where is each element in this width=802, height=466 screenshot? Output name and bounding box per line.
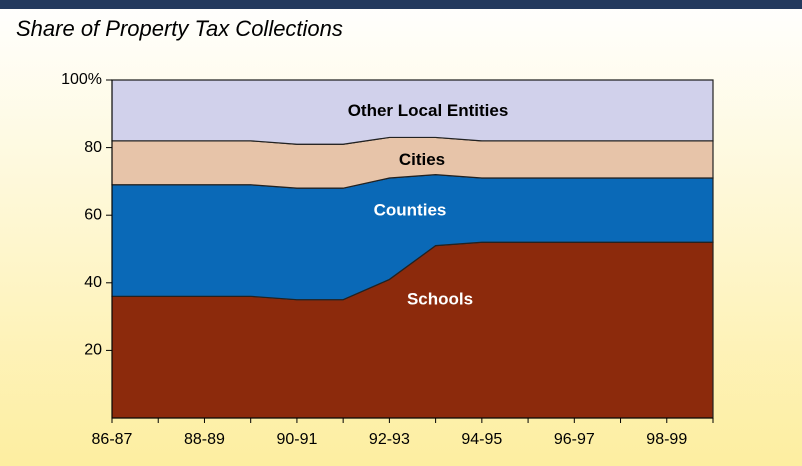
y-tick-label: 100% bbox=[61, 71, 102, 88]
x-tick-label: 90-91 bbox=[276, 431, 317, 448]
area bbox=[111, 79, 714, 145]
y-tick-label: 80 bbox=[84, 139, 102, 156]
x-tick-label: 96-97 bbox=[554, 431, 595, 448]
top-bar bbox=[0, 0, 802, 9]
x-tick-label: 98-99 bbox=[646, 431, 687, 448]
chart-title: Share of Property Tax Collections bbox=[16, 16, 343, 41]
area-label: Schools bbox=[407, 290, 473, 309]
y-tick-label: 40 bbox=[84, 274, 102, 291]
x-tick-label: 88-89 bbox=[184, 431, 225, 448]
y-tick-label: 60 bbox=[84, 206, 102, 223]
area-label: Cities bbox=[399, 150, 445, 169]
area-label: Other Local Entities bbox=[348, 101, 509, 120]
y-tick-label: 20 bbox=[84, 342, 102, 359]
x-tick-label: 86-87 bbox=[92, 431, 133, 448]
x-tick-label: 92-93 bbox=[369, 431, 410, 448]
area-label: Counties bbox=[374, 201, 447, 220]
x-tick-label: 94-95 bbox=[461, 431, 502, 448]
